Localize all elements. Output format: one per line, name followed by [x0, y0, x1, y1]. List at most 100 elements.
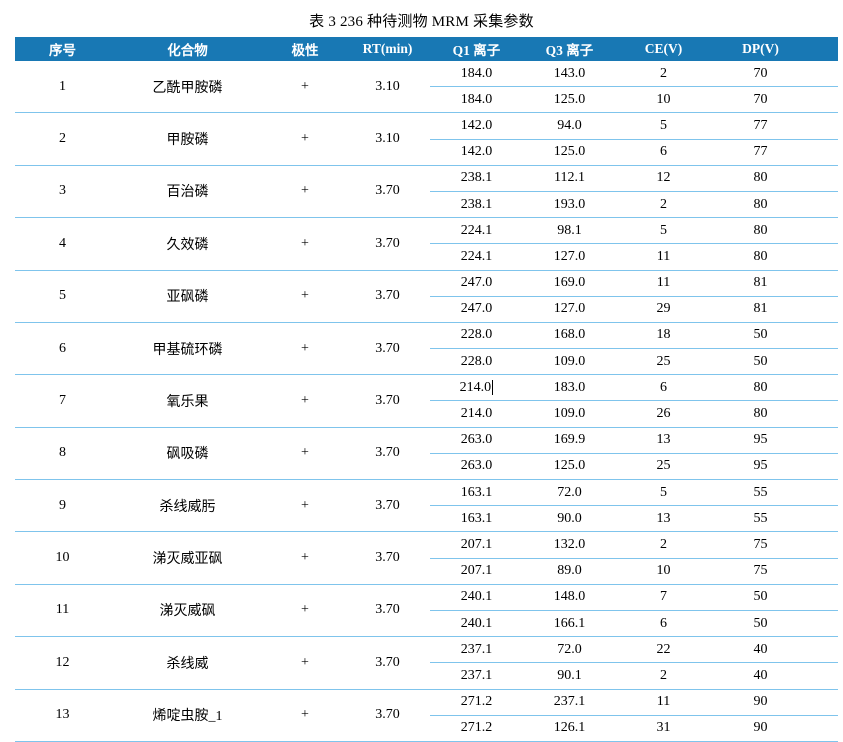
cell-ce[interactable]: 5 — [616, 479, 711, 507]
cell-ce[interactable]: 11 — [616, 689, 711, 716]
cell-q1[interactable]: 214.0 — [430, 374, 523, 402]
cell-ce[interactable]: 11 — [616, 243, 711, 271]
cell-dp[interactable]: 40 — [711, 662, 838, 690]
cell-q3[interactable]: 125.0 — [523, 453, 616, 481]
cell-q3[interactable]: 112.1 — [523, 165, 616, 192]
cell-q3[interactable]: 125.0 — [523, 139, 616, 166]
cell-polarity[interactable]: + — [265, 270, 345, 323]
cell-dp[interactable]: 77 — [711, 139, 838, 166]
cell-compound[interactable]: 亚砜磷 — [110, 270, 265, 323]
cell-polarity[interactable]: + — [265, 584, 345, 638]
cell-q3[interactable]: 125.0 — [523, 86, 616, 114]
cell-ce[interactable]: 13 — [616, 505, 711, 533]
cell-q3[interactable]: 90.0 — [523, 505, 616, 533]
cell-ce[interactable]: 2 — [616, 191, 711, 219]
cell-compound[interactable]: 甲基硫环磷 — [110, 322, 265, 376]
cell-rt[interactable]: 3.70 — [345, 165, 430, 219]
cell-q3[interactable]: 148.0 — [523, 584, 616, 611]
cell-rt[interactable]: 3.70 — [345, 427, 430, 481]
cell-dp[interactable]: 90 — [711, 715, 838, 742]
cell-rt[interactable]: 3.70 — [345, 374, 430, 428]
cell-compound[interactable]: 氧乐果 — [110, 374, 265, 428]
cell-q3[interactable]: 109.0 — [523, 400, 616, 428]
cell-compound[interactable]: 杀线威肟 — [110, 479, 265, 533]
cell-q1[interactable]: 247.0 — [430, 296, 523, 323]
cell-polarity[interactable]: + — [265, 636, 345, 690]
cell-dp[interactable]: 75 — [711, 558, 838, 585]
cell-rt[interactable]: 3.70 — [345, 217, 430, 271]
cell-dp[interactable]: 70 — [711, 86, 838, 114]
cell-q3[interactable]: 168.0 — [523, 322, 616, 350]
cell-q1[interactable]: 224.1 — [430, 217, 523, 245]
cell-ce[interactable]: 18 — [616, 322, 711, 350]
cell-dp[interactable]: 55 — [711, 505, 838, 533]
cell-no[interactable]: 7 — [15, 374, 110, 428]
cell-no[interactable]: 11 — [15, 584, 110, 638]
cell-ce[interactable]: 11 — [616, 270, 711, 297]
cell-q1[interactable]: 207.1 — [430, 558, 523, 585]
cell-ce[interactable]: 25 — [616, 348, 711, 376]
cell-compound[interactable]: 甲胺磷 — [110, 112, 265, 166]
cell-q1[interactable]: 214.0 — [430, 400, 523, 428]
cell-ce[interactable]: 10 — [616, 558, 711, 585]
cell-q1[interactable]: 271.2 — [430, 715, 523, 742]
cell-rt[interactable]: 3.70 — [345, 636, 430, 690]
cell-dp[interactable]: 50 — [711, 584, 838, 611]
cell-dp[interactable]: 80 — [711, 243, 838, 271]
cell-q3[interactable]: 193.0 — [523, 191, 616, 219]
cell-no[interactable]: 13 — [15, 689, 110, 742]
cell-q3[interactable]: 126.1 — [523, 715, 616, 742]
cell-q3[interactable]: 169.9 — [523, 427, 616, 454]
cell-q1[interactable]: 271.2 — [430, 689, 523, 716]
cell-ce[interactable]: 26 — [616, 400, 711, 428]
cell-dp[interactable]: 81 — [711, 270, 838, 297]
cell-ce[interactable]: 31 — [616, 715, 711, 742]
cell-q1[interactable]: 238.1 — [430, 191, 523, 219]
cell-q3[interactable]: 132.0 — [523, 531, 616, 559]
cell-rt[interactable]: 3.70 — [345, 479, 430, 533]
cell-q1[interactable]: 263.0 — [430, 453, 523, 481]
cell-dp[interactable]: 80 — [711, 191, 838, 219]
cell-q1[interactable]: 142.0 — [430, 139, 523, 166]
cell-q3[interactable]: 109.0 — [523, 348, 616, 376]
cell-q3[interactable]: 72.0 — [523, 479, 616, 507]
cell-dp[interactable]: 80 — [711, 374, 838, 402]
cell-rt[interactable]: 3.70 — [345, 531, 430, 585]
cell-ce[interactable]: 29 — [616, 296, 711, 323]
cell-dp[interactable]: 50 — [711, 322, 838, 350]
cell-q3[interactable]: 127.0 — [523, 243, 616, 271]
cell-q1[interactable]: 228.0 — [430, 322, 523, 350]
cell-q3[interactable]: 72.0 — [523, 636, 616, 664]
cell-q1[interactable]: 207.1 — [430, 531, 523, 559]
cell-polarity[interactable]: + — [265, 689, 345, 742]
cell-dp[interactable]: 70 — [711, 61, 838, 88]
cell-rt[interactable]: 3.10 — [345, 112, 430, 166]
cell-ce[interactable]: 5 — [616, 217, 711, 245]
cell-polarity[interactable]: + — [265, 427, 345, 481]
cell-q3[interactable]: 127.0 — [523, 296, 616, 323]
cell-dp[interactable]: 40 — [711, 636, 838, 664]
cell-ce[interactable]: 2 — [616, 662, 711, 690]
cell-polarity[interactable]: + — [265, 374, 345, 428]
cell-ce[interactable]: 10 — [616, 86, 711, 114]
cell-q3[interactable]: 237.1 — [523, 689, 616, 716]
cell-polarity[interactable]: + — [265, 61, 345, 114]
cell-q1[interactable]: 237.1 — [430, 662, 523, 690]
cell-rt[interactable]: 3.70 — [345, 270, 430, 323]
cell-no[interactable]: 8 — [15, 427, 110, 481]
cell-ce[interactable]: 6 — [616, 610, 711, 638]
cell-dp[interactable]: 77 — [711, 112, 838, 140]
cell-rt[interactable]: 3.70 — [345, 322, 430, 376]
cell-compound[interactable]: 烯啶虫胺_1 — [110, 689, 265, 742]
cell-q1[interactable]: 184.0 — [430, 86, 523, 114]
cell-ce[interactable]: 6 — [616, 374, 711, 402]
cell-compound[interactable]: 久效磷 — [110, 217, 265, 271]
cell-ce[interactable]: 2 — [616, 531, 711, 559]
cell-dp[interactable]: 75 — [711, 531, 838, 559]
cell-q3[interactable]: 94.0 — [523, 112, 616, 140]
cell-dp[interactable]: 81 — [711, 296, 838, 323]
cell-no[interactable]: 3 — [15, 165, 110, 219]
cell-q3[interactable]: 143.0 — [523, 61, 616, 88]
cell-compound[interactable]: 涕灭威砜 — [110, 584, 265, 638]
cell-q1[interactable]: 224.1 — [430, 243, 523, 271]
